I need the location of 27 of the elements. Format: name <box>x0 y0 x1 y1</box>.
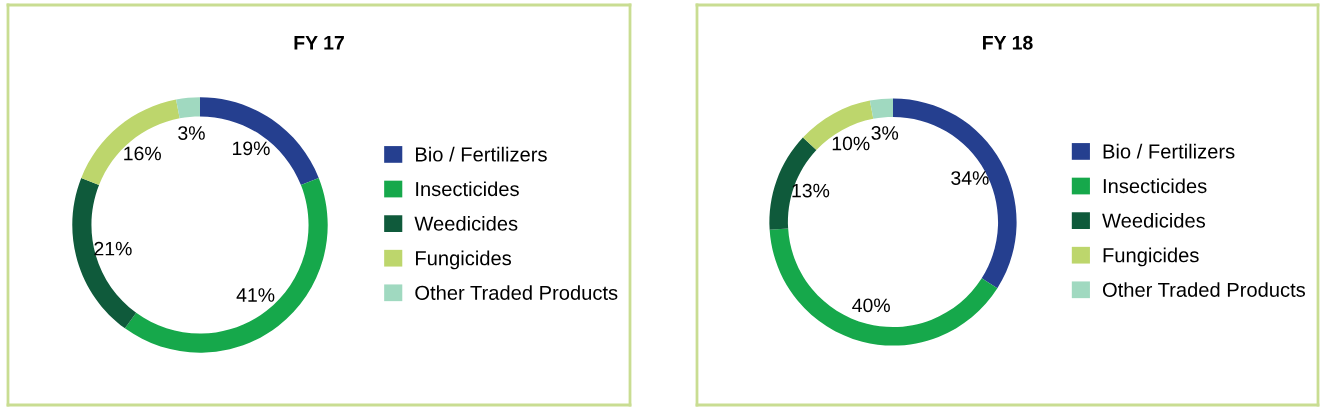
data-label: 21% <box>94 241 132 256</box>
donut-slice <box>72 177 137 329</box>
data-label: 16% <box>124 146 161 161</box>
donut-slice <box>176 97 200 119</box>
legend-label: Insecticides <box>1103 178 1207 194</box>
donut-slice <box>81 99 180 186</box>
data-label: 10% <box>832 136 870 151</box>
legend-label: Weedicides <box>1102 212 1206 228</box>
data-label: 34% <box>951 171 989 185</box>
legend-label: Bio / Fertilizers <box>1103 143 1235 159</box>
data-label: 13% <box>792 183 830 198</box>
legend-label: Fungicides <box>1103 247 1199 267</box>
legend-label: Other Traded Products <box>415 285 618 300</box>
donut-slice <box>769 228 998 346</box>
chart-title: FY 17 <box>294 36 344 50</box>
data-label: 41% <box>236 288 275 302</box>
legend-label: Insecticides <box>416 181 519 197</box>
data-label: 19% <box>232 141 270 156</box>
legend-label: Other Traded Products <box>1102 282 1306 297</box>
legend-label: Weedicides <box>414 215 518 231</box>
data-label: 3% <box>871 126 899 140</box>
legend-label: Bio / Fertilizers <box>416 146 547 162</box>
legend-label: Fungicides <box>416 250 512 270</box>
data-label: 40% <box>852 298 890 313</box>
chart-title: FY 18 <box>983 35 1033 50</box>
donut-slice <box>869 98 893 119</box>
data-label: 3% <box>178 126 205 140</box>
